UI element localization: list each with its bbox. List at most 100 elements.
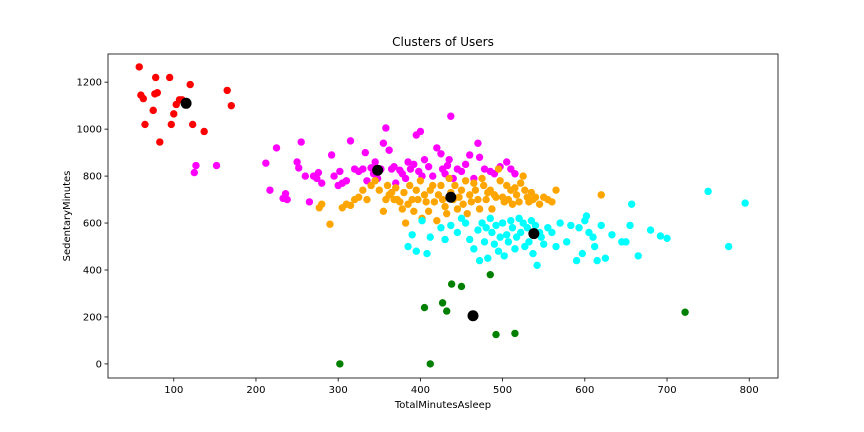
data-point [420, 155, 429, 164]
data-point [227, 101, 236, 110]
data-point [593, 256, 601, 265]
data-point [433, 216, 441, 225]
data-point [447, 221, 455, 230]
data-point [141, 120, 149, 129]
data-point [445, 155, 453, 164]
data-point [608, 231, 616, 239]
data-point [511, 184, 519, 192]
x-tick-label: 300 [329, 385, 348, 396]
data-point [597, 191, 605, 199]
data-point [508, 224, 517, 232]
chart-title: Clusters of Users [392, 35, 494, 49]
data-point [398, 205, 407, 213]
data-point [186, 80, 194, 89]
data-point [371, 158, 379, 166]
data-point [466, 151, 474, 159]
data-point [494, 165, 503, 173]
y-tick-label: 0 [96, 359, 102, 370]
data-point [437, 150, 445, 158]
data-point [457, 186, 466, 194]
data-point [663, 234, 671, 243]
data-point [442, 307, 451, 315]
data-point [359, 165, 367, 173]
data-point [190, 168, 199, 177]
x-tick-label: 500 [493, 385, 512, 396]
data-point [503, 231, 511, 239]
data-point [443, 161, 452, 170]
data-point [488, 205, 496, 213]
data-point [400, 188, 408, 197]
data-point [355, 193, 363, 201]
data-point [512, 191, 521, 199]
data-point [552, 242, 560, 251]
data-point [346, 137, 355, 145]
x-tick-label: 600 [575, 385, 594, 396]
data-point [346, 201, 355, 210]
x-tick-label: 100 [164, 385, 183, 396]
data-point [627, 200, 636, 208]
data-point [486, 214, 494, 223]
data-point [404, 158, 412, 166]
data-point [188, 120, 197, 129]
data-point [601, 254, 610, 262]
x-tick-label: 200 [246, 385, 265, 396]
data-point [475, 205, 484, 213]
data-point [453, 205, 462, 213]
data-point [572, 256, 581, 265]
x-axis-label: TotalMinutesAsleep [394, 400, 491, 411]
data-point [474, 226, 482, 234]
data-point [385, 146, 393, 154]
data-point [453, 228, 462, 237]
data-point [498, 219, 507, 227]
data-point [531, 193, 540, 201]
x-tick-label: 700 [657, 385, 676, 396]
points-layer [135, 63, 749, 368]
data-point [516, 179, 525, 187]
data-point [447, 280, 456, 288]
data-point [424, 162, 433, 171]
data-point [681, 308, 689, 316]
data-point [422, 198, 430, 206]
data-point [492, 330, 500, 339]
data-point [212, 161, 221, 170]
data-point [457, 167, 466, 176]
data-point [438, 299, 447, 307]
data-point [165, 73, 174, 82]
data-point [582, 212, 591, 220]
y-tick-label: 400 [83, 266, 102, 277]
data-point [426, 233, 434, 241]
data-point [295, 164, 303, 172]
data-point [326, 220, 334, 228]
centroid-point [180, 97, 192, 109]
data-point [272, 144, 281, 152]
data-point [634, 252, 642, 260]
data-point [420, 191, 429, 199]
data-point [496, 177, 504, 185]
data-point [478, 174, 486, 183]
data-point [507, 216, 515, 225]
data-point [519, 172, 527, 180]
data-point [441, 202, 449, 211]
data-point [482, 195, 490, 204]
data-point [516, 228, 525, 237]
centroid-point [445, 191, 457, 203]
data-point [342, 177, 351, 185]
data-point [416, 177, 425, 185]
data-point [151, 73, 160, 82]
data-point [371, 177, 379, 185]
data-point [455, 193, 463, 201]
data-point [327, 151, 336, 159]
x-tick-label: 800 [740, 385, 759, 396]
data-point [525, 238, 533, 246]
data-point [521, 186, 529, 194]
data-point [475, 256, 484, 265]
data-point [379, 207, 388, 216]
data-point [359, 186, 367, 194]
y-tick-label: 1000 [77, 125, 102, 136]
data-point [461, 177, 470, 185]
data-point [466, 235, 474, 244]
data-point [390, 162, 398, 171]
data-point [410, 160, 418, 169]
data-point [503, 158, 511, 166]
data-point [646, 226, 655, 234]
